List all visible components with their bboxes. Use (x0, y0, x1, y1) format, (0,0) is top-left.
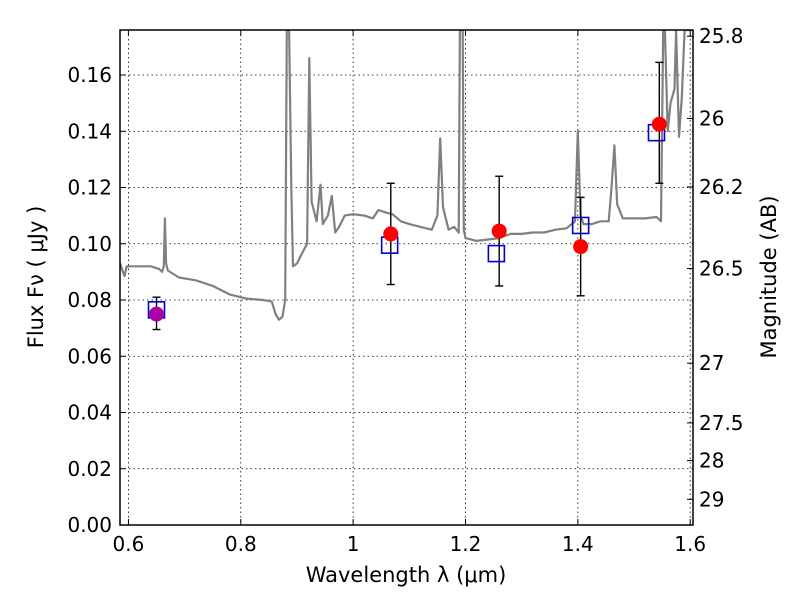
y-tick-label: 0.12 (67, 176, 112, 200)
y-tick-label: 0.16 (67, 63, 112, 87)
observed-flux-point (383, 226, 399, 242)
right-tick-label: 25.8 (699, 24, 744, 48)
right-tick-label: 29 (699, 487, 724, 511)
x-tick-label: 0.8 (225, 532, 257, 556)
markers-layer (147, 116, 667, 322)
observed-flux-point (573, 239, 589, 255)
y-tick-label: 0.08 (67, 288, 112, 312)
x-axis-label: Wavelength λ (μm) (306, 563, 507, 587)
observed-flux-point (651, 116, 667, 132)
right-tick-label: 27.5 (699, 411, 744, 435)
x-tick-label: 1.6 (674, 532, 706, 556)
grid-lines (120, 30, 693, 526)
y-tick-label: 0.06 (67, 344, 112, 368)
model-photometry-square (571, 216, 590, 235)
right-tick-label: 26.2 (699, 175, 744, 199)
right-axis-label: Magnitude (AB) (757, 195, 781, 358)
model-spectrum-layer (120, 30, 693, 321)
x-tick-label: 1.2 (450, 532, 482, 556)
y-tick-label: 0.04 (67, 401, 112, 425)
plot-frame (119, 29, 694, 526)
observed-flux-point (491, 223, 507, 239)
x-tick-label: 1 (347, 532, 360, 556)
axis-ticks: 0.6 0.8 1 1.2 1.4 1.6 0.00 0.02 0.04 0.06 0.08 0.10… (67, 24, 743, 556)
model-spectrum-line (120, 30, 693, 321)
error-bars-layer (152, 61, 664, 331)
observed-flux-point (149, 306, 165, 322)
y-tick-label: 0.02 (67, 457, 112, 481)
y-tick-label: 0.10 (67, 232, 112, 256)
y-axis-label: Flux Fν ( μJy ) (24, 206, 48, 349)
right-tick-label: 28 (699, 449, 724, 473)
y-tick-label: 0.14 (67, 119, 112, 143)
x-tick-label: 1.4 (562, 532, 594, 556)
y-tick-label: 0.00 (67, 513, 112, 537)
right-tick-label: 26 (699, 106, 724, 130)
model-photometry-square (487, 244, 506, 263)
right-tick-label: 27 (699, 351, 724, 375)
right-tick-label: 26.5 (699, 256, 744, 280)
x-tick-label: 0.6 (113, 532, 145, 556)
